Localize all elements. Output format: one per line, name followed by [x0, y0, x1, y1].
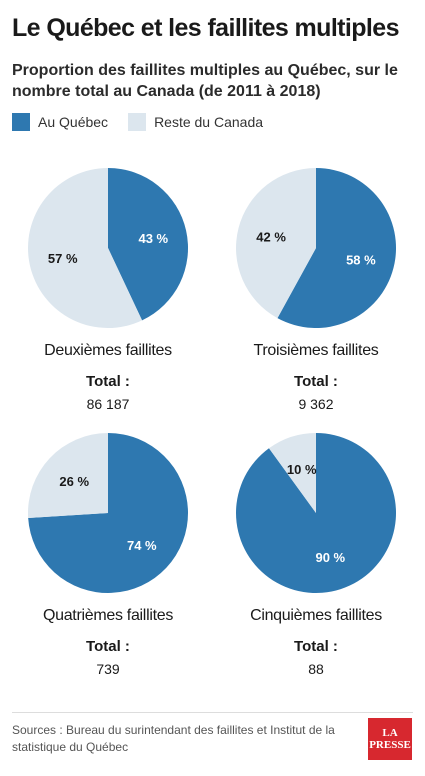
- pie-label-quebec: 90 %: [315, 550, 345, 565]
- total-label-quatriemes: Total :: [86, 638, 130, 655]
- la-presse-logo: LA PRESSE: [368, 718, 412, 760]
- pie-slice-quebec: [277, 168, 397, 328]
- pie-label-rest: 26 %: [59, 474, 89, 489]
- total-value-deuxiemes: 86 187: [86, 396, 130, 412]
- total-label-cinquiemes: Total :: [294, 638, 338, 655]
- total-label-deuxiemes: Total :: [86, 373, 130, 390]
- pie-title-cinquiemes: Cinquièmes faillites: [250, 607, 382, 624]
- pie-chart-quatriemes: 74 % 26 %: [28, 433, 189, 593]
- source-note: Sources : Bureau du surintendant des fai…: [12, 723, 335, 754]
- pie-label-quebec: 58 %: [346, 253, 376, 268]
- pie-slice-quebec: [236, 433, 397, 593]
- pie-label-rest: 57 %: [48, 251, 78, 266]
- pie-slice-rest: [268, 433, 316, 513]
- chart-subtitle: Proportion des faillites multiples au Qu…: [12, 62, 398, 100]
- total-value-cinquiemes: 88: [308, 661, 324, 677]
- pie-chart-deuxiemes: 43 % 57 %: [28, 168, 189, 328]
- pie-slice-rest: [28, 168, 143, 328]
- total-value-troisiemes: 9 362: [298, 396, 334, 412]
- pie-slice-quebec: [108, 168, 189, 321]
- legend-item-rest: Reste du Canada: [128, 113, 263, 131]
- legend-label-rest: Reste du Canada: [154, 114, 264, 130]
- logo-line-1: LA: [382, 727, 398, 739]
- pie-label-rest: 10 %: [287, 462, 317, 477]
- pie-title-quatriemes: Quatrièmes faillites: [42, 607, 174, 624]
- legend-swatch-quebec: [12, 113, 30, 131]
- pie-panel-troisiemes: 58 % 42 % Troisièmes faillites Total : 9 …: [210, 166, 422, 412]
- pie-label-quebec: 43 %: [138, 231, 168, 246]
- footer-divider: [12, 712, 413, 713]
- pie-title-deuxiemes: Deuxièmes faillites: [44, 342, 172, 359]
- pie-label-rest: 42 %: [256, 230, 286, 245]
- legend: Au Québec Reste du Canada: [12, 113, 283, 131]
- pie-slice-quebec: [28, 433, 189, 593]
- pie-chart-cinquiemes: 90 % 10 %: [236, 433, 397, 593]
- pie-chart-troisiemes: 58 % 42 %: [236, 168, 397, 328]
- pie-label-quebec: 74 %: [127, 538, 157, 553]
- pie-panel-cinquiemes: 90 % 10 % Cinquièmes faillites Total : 88: [210, 431, 422, 677]
- logo-line-2: PRESSE: [369, 739, 411, 751]
- pie-panel-quatriemes: 74 % 26 % Quatrièmes faillites Total : 73…: [2, 431, 214, 677]
- legend-label-quebec: Au Québec: [38, 114, 109, 130]
- pie-panel-deuxiemes: 43 % 57 % Deuxièmes faillites Total : 86 …: [2, 166, 214, 412]
- pie-slice-rest: [236, 168, 316, 319]
- legend-swatch-rest: [128, 113, 147, 131]
- pie-slice-rest: [28, 433, 108, 519]
- chart-title: Le Québec et les faillites multiples: [12, 14, 399, 42]
- legend-item-quebec: Au Québec: [12, 113, 108, 131]
- pie-title-troisiemes: Troisièmes faillites: [253, 342, 379, 359]
- total-label-troisiemes: Total :: [294, 373, 338, 390]
- total-value-quatriemes: 739: [96, 661, 120, 677]
